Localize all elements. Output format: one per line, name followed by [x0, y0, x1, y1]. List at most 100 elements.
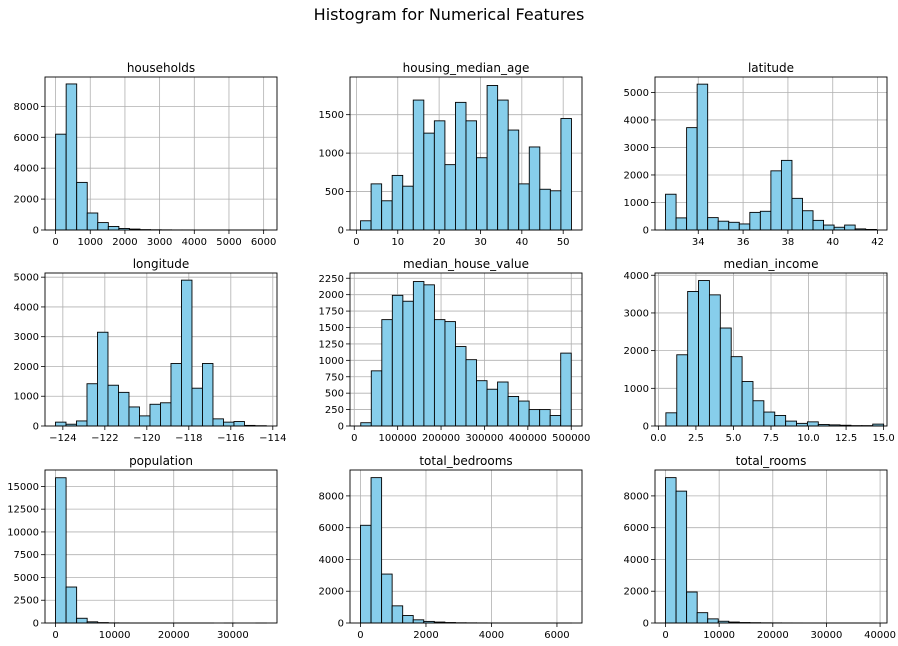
- histogram-bar: [717, 220, 730, 231]
- x-tick-label: 10000: [99, 630, 131, 641]
- histogram-bar: [497, 381, 509, 427]
- x-tick-label: 2000: [413, 630, 438, 641]
- subplot-population: 0 10000 20000 30000 0 2500 5000 7500 10000 12500 1…: [7, 454, 278, 641]
- y-tick-label: 6000: [14, 133, 39, 144]
- histogram-bar: [455, 346, 467, 427]
- y-tick-label: 2000: [319, 290, 344, 301]
- x-tick-label: 6000: [251, 237, 276, 248]
- histogram-bar: [560, 118, 572, 231]
- histogram-bar: [676, 354, 689, 427]
- histogram-bar: [802, 210, 814, 231]
- histogram-bar: [55, 421, 67, 427]
- x-tick-label: 50: [557, 237, 570, 248]
- y-tick-label: 2000: [624, 170, 649, 181]
- x-tick-label: 0: [662, 630, 668, 641]
- x-tick-label: 20000: [158, 630, 190, 641]
- histogram-bar: [65, 83, 78, 231]
- histogram-bar: [675, 490, 688, 624]
- histogram-bar: [528, 409, 541, 427]
- histogram-bar: [741, 381, 754, 427]
- y-tick-label: 4000: [624, 115, 649, 126]
- histogram-bar: [518, 400, 530, 427]
- histogram-bar: [402, 615, 414, 624]
- y-tick-label: 4000: [14, 164, 39, 175]
- histogram-bar: [560, 352, 572, 427]
- histogram-bar: [86, 212, 99, 231]
- subplot-title: median_house_value: [403, 257, 529, 271]
- histogram-bar: [412, 99, 425, 231]
- histogram-bar: [696, 83, 709, 231]
- histogram-bar: [812, 219, 825, 231]
- y-tick-label: 2000: [624, 587, 649, 598]
- histogram-bar: [707, 618, 719, 624]
- histogram-bar: [76, 420, 88, 427]
- y-tick-label: 1000: [319, 149, 344, 160]
- x-tick-label: 40: [826, 237, 839, 248]
- histogram-bar: [423, 132, 435, 231]
- histogram-bar: [97, 331, 109, 427]
- subplot-title: total_bedrooms: [419, 454, 512, 468]
- x-tick-label: −122: [91, 433, 118, 444]
- subplot-title: housing_median_age: [403, 61, 530, 75]
- subplot-title: longitude: [133, 257, 190, 271]
- subplot-housing_median_age: 0 10 20 30 40 50050010001500housing_median_ag…: [319, 61, 583, 248]
- histogram-bar: [212, 418, 224, 427]
- y-tick-label: 1000: [624, 384, 649, 395]
- histogram-bar: [752, 400, 765, 427]
- histogram-bar: [707, 217, 719, 231]
- axes-frame: [349, 469, 583, 624]
- x-tick-label: 7.5: [763, 433, 779, 444]
- y-tick-label: 2000: [14, 195, 39, 206]
- histogram-bar: [433, 120, 446, 231]
- x-tick-label: 2000: [112, 237, 137, 248]
- histogram-bar: [665, 412, 678, 427]
- subplot-latitude: 34 36 38 40 42 0 1000 2000 3000 4000 5000 latitude: [624, 61, 888, 248]
- x-tick-label: 6000: [544, 630, 569, 641]
- axes-frame: [44, 272, 278, 427]
- subplot-median_income: 0.0 2.5 5.0 7.5 10.0 12.5 15.0 0 1000 2000 3000 400…: [624, 257, 895, 444]
- histogram-bar: [370, 183, 383, 231]
- subplot-title: population: [129, 454, 193, 468]
- histogram-bar: [486, 85, 499, 231]
- histogram-bar: [770, 170, 782, 231]
- x-tick-label: 0: [351, 433, 357, 444]
- histogram-bar: [728, 221, 740, 231]
- axes-frame: [349, 272, 583, 427]
- y-tick-label: 3000: [14, 332, 39, 343]
- y-tick-label: 4000: [624, 555, 649, 566]
- histogram-bar: [76, 617, 88, 624]
- subplot-title: median_income: [724, 257, 819, 271]
- y-tick-label: 1000: [319, 356, 344, 367]
- histogram-bar: [476, 157, 488, 231]
- histogram-bar: [381, 200, 393, 231]
- x-tick-label: 3000: [147, 237, 172, 248]
- x-tick-label: 300000: [465, 433, 503, 444]
- y-tick-label: 0: [33, 226, 39, 237]
- histogram-bar: [391, 605, 404, 624]
- histogram-bar: [381, 573, 393, 624]
- histogram-bar: [402, 300, 414, 427]
- x-tick-label: 30: [474, 237, 487, 248]
- histogram-bar: [370, 370, 383, 427]
- x-tick-label: 5000: [216, 237, 241, 248]
- histogram-bar: [698, 280, 710, 427]
- histogram-bar: [823, 224, 835, 231]
- x-tick-label: 10.0: [797, 433, 819, 444]
- histogram-bar: [791, 197, 803, 231]
- histogram-bar: [675, 217, 688, 231]
- x-tick-label: 1000: [78, 237, 103, 248]
- y-tick-label: 1500: [319, 323, 344, 334]
- y-tick-label: 12500: [7, 505, 39, 516]
- histogram-bar: [76, 181, 88, 231]
- histogram-bar: [486, 388, 499, 427]
- x-tick-label: −120: [133, 433, 160, 444]
- histogram-bar: [696, 612, 709, 624]
- histogram-bar: [223, 421, 235, 427]
- x-tick-label: 0: [353, 237, 359, 248]
- histogram-bar: [444, 164, 456, 231]
- histogram-bar: [170, 363, 182, 427]
- x-tick-label: −118: [175, 433, 202, 444]
- y-tick-label: 500: [325, 187, 344, 198]
- y-tick-label: 750: [325, 372, 344, 383]
